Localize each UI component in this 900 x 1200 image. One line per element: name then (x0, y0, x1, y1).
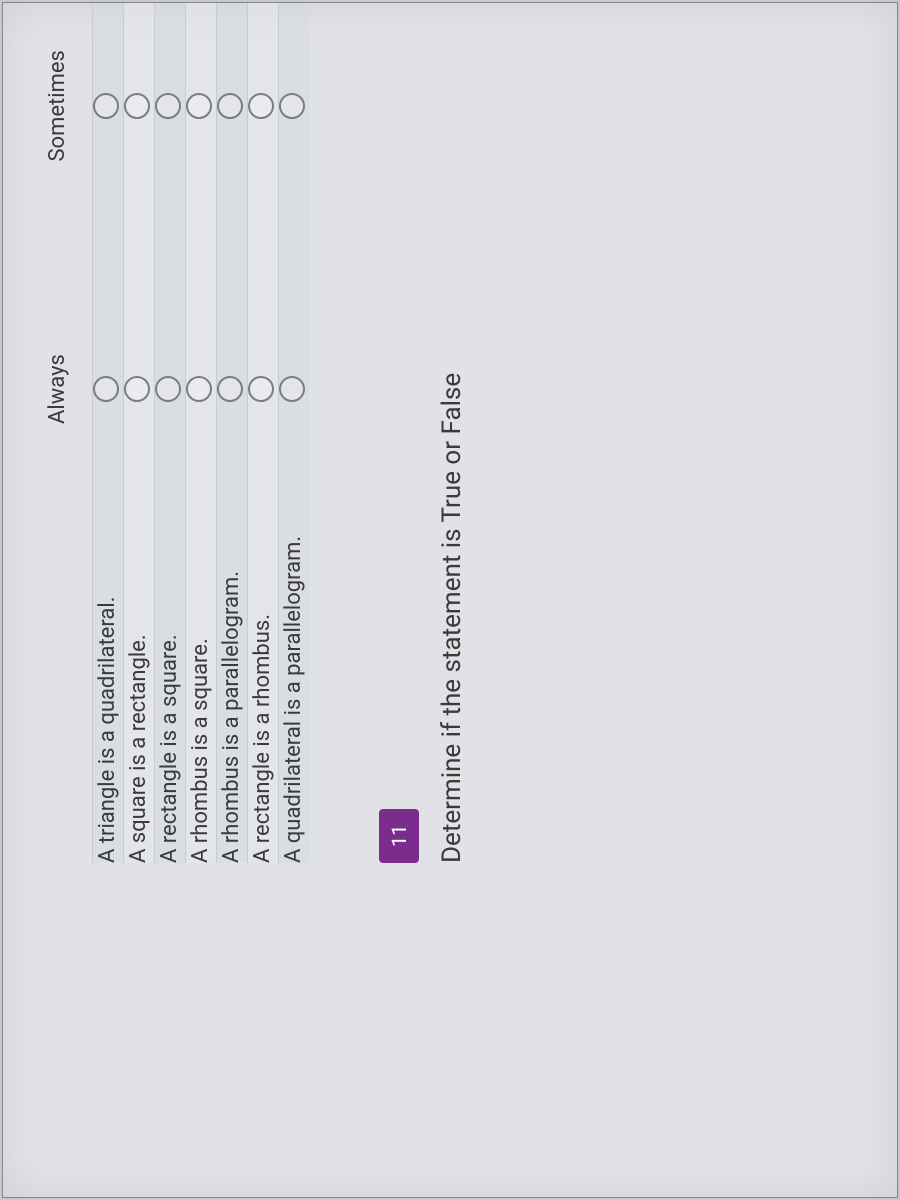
table-row: A rhombus is a square. (186, 2, 217, 863)
radio-option[interactable] (217, 93, 243, 119)
table-row: A rectangle is a rhombus. (248, 2, 279, 863)
table-row: A rhombus is a parallelogram. (217, 2, 248, 863)
next-question-block: 11 Determine if the statement is True or… (379, 2, 467, 863)
question-number-badge: 11 (379, 809, 419, 863)
table-row: A rectangle is a square. (155, 2, 186, 863)
statement-text: A rhombus is a square. (186, 503, 217, 863)
radio-option[interactable] (93, 376, 119, 402)
statement-text: A square is a rectangle. (124, 503, 155, 863)
statement-text: A rectangle is a rhombus. (248, 503, 279, 863)
statement-text: A triangle is a quadrilateral. (93, 503, 124, 863)
table-row: A square is a rectangle. (124, 2, 155, 863)
radio-option[interactable] (155, 376, 181, 402)
table-row: A triangle is a quadrilateral. (93, 2, 124, 863)
radio-option[interactable] (186, 376, 212, 402)
statement-text: A rectangle is a square. (155, 503, 186, 863)
radio-option[interactable] (155, 93, 181, 119)
radio-option[interactable] (186, 93, 212, 119)
table-row: A quadrilateral is a parallelogram. (279, 2, 310, 863)
question-prompt: Determine if the statement is True or Fa… (437, 2, 467, 863)
radio-option[interactable] (124, 376, 150, 402)
statement-text: A quadrilateral is a parallelogram. (279, 503, 310, 863)
radio-option[interactable] (93, 93, 119, 119)
radio-option[interactable] (124, 93, 150, 119)
question-grid: Always Sometimes Never A triangle is a q… (33, 2, 309, 863)
radio-option[interactable] (248, 93, 274, 119)
radio-option[interactable] (248, 376, 274, 402)
radio-option[interactable] (279, 93, 305, 119)
statement-text: A rhombus is a parallelogram. (217, 503, 248, 863)
column-header-sometimes: Sometimes (33, 2, 93, 275)
grid-stub-header (33, 503, 93, 863)
radio-option[interactable] (279, 376, 305, 402)
radio-option[interactable] (217, 376, 243, 402)
column-header-always: Always (33, 275, 93, 503)
